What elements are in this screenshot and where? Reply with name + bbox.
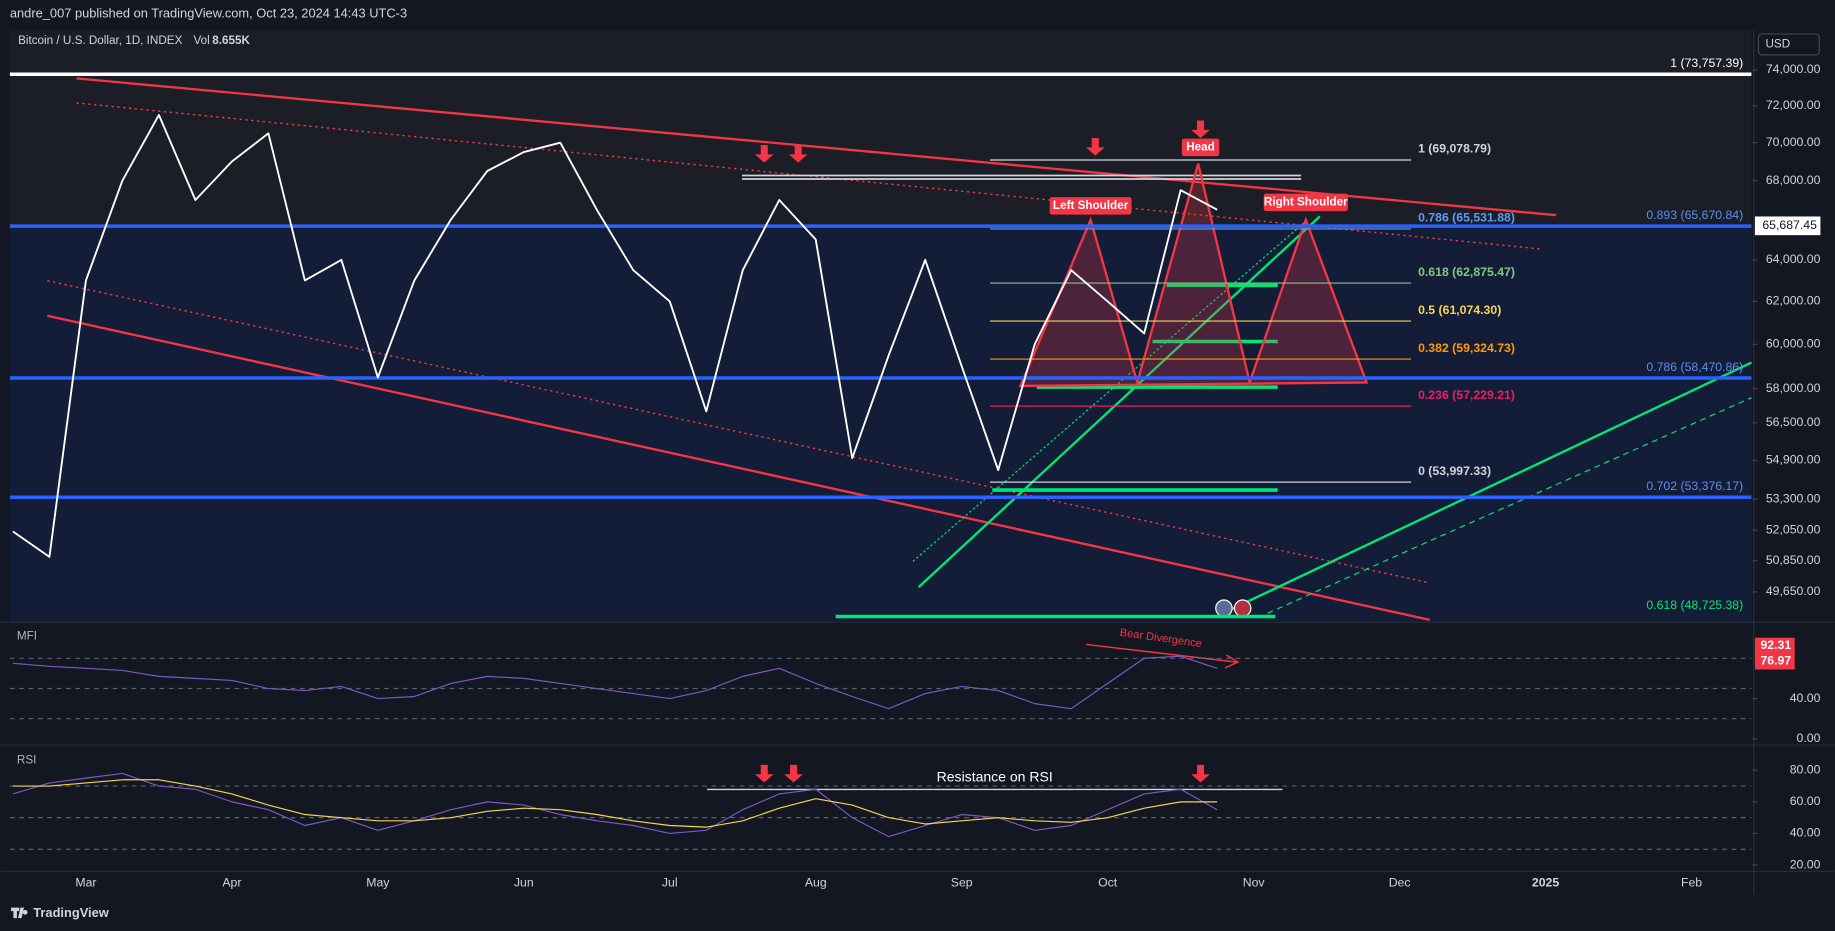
arrow-marker — [1191, 764, 1210, 783]
arrow-marker — [1191, 120, 1210, 139]
x-tick-label: Apr — [222, 875, 241, 889]
price-line — [12, 114, 1218, 558]
footer: TradingView — [11, 905, 110, 920]
y-tick-label: 56,500.00 — [1766, 415, 1821, 429]
last-price-box — [1754, 216, 1821, 236]
trendline — [912, 221, 1306, 562]
x-tick-label: Dec — [1389, 875, 1411, 889]
annotation: Right Shoulder — [1264, 195, 1348, 208]
y-tick-label: 64,000.00 — [1766, 252, 1821, 266]
y-tick-label: 40.00 — [1790, 691, 1821, 705]
value-marker-label: 76.97 — [1760, 654, 1791, 668]
event-icon[interactable] — [1233, 599, 1252, 617]
x-tick-label: Aug — [805, 875, 827, 889]
annotation: Left Shoulder — [1053, 199, 1129, 212]
y-tick-label: 72,000.00 — [1766, 98, 1821, 112]
arrow-marker — [754, 145, 774, 163]
symbol: Bitcoin / U.S. Dollar, 1D, INDEX — [18, 34, 183, 47]
value-marker-label: 92.31 — [1760, 638, 1791, 652]
price-line — [12, 772, 1218, 838]
arrow-marker — [1085, 138, 1105, 156]
y-tick-label: 68,000.00 — [1766, 173, 1821, 187]
fib-label: 0.618 (62,875.47) — [1418, 265, 1515, 279]
x-tick-label: Sep — [951, 875, 973, 889]
trendline — [47, 280, 1428, 584]
pane-title: RSI — [17, 753, 36, 766]
level-label: 0.786 (58,470.86) — [1646, 360, 1743, 374]
divergence-arrowhead — [1224, 654, 1240, 669]
fib-label: 0.786 (65,531.88) — [1418, 211, 1515, 225]
y-tick-label: 58,000.00 — [1766, 381, 1821, 395]
annotation-box — [1263, 193, 1348, 212]
y-tick-label: 50,850.00 — [1766, 553, 1821, 567]
logo — [11, 907, 28, 919]
level-label: 0.618 (48,725.38) — [1646, 598, 1743, 612]
y-tick-label: 70,000.00 — [1766, 135, 1821, 149]
x-tick-label: 2025 — [1532, 875, 1559, 889]
currency-box[interactable] — [1757, 33, 1820, 56]
arrow-marker — [784, 764, 803, 783]
trendline — [1257, 397, 1752, 619]
fib-label: 0 (53,997.33) — [1418, 464, 1491, 478]
annotation-box — [1181, 138, 1220, 157]
level-label: 0.893 (65,670.84) — [1646, 208, 1743, 222]
y-tick-label: 52,050.00 — [1766, 522, 1821, 536]
trendline — [76, 77, 1557, 217]
y-tick-label: 20.00 — [1790, 857, 1821, 871]
brand: TradingView — [33, 905, 110, 920]
currency[interactable]: USD — [1765, 38, 1790, 51]
level-label: 0.702 (53,376.17) — [1646, 479, 1743, 493]
y-tick-label: 53,300.00 — [1766, 491, 1821, 505]
x-tick-label: Oct — [1098, 875, 1118, 889]
trendline — [47, 314, 1431, 622]
y-tick-label: 54,900.00 — [1766, 453, 1821, 467]
fib-label: 0.5 (61,074.30) — [1418, 303, 1501, 317]
annotation: Head — [1186, 140, 1215, 153]
arrow-marker — [754, 764, 774, 783]
fib-label: 1 (69,078.79) — [1418, 142, 1491, 156]
y-tick-label: 49,650.00 — [1766, 584, 1821, 598]
volume-label: Vol — [194, 34, 210, 47]
trendlines — [47, 77, 1752, 791]
y-tick-label: 60.00 — [1790, 794, 1821, 808]
head-shoulders-pattern — [1018, 163, 1369, 388]
pane-title: MFI — [17, 629, 37, 642]
y-tick-label: 60,000.00 — [1766, 337, 1821, 351]
price-line — [12, 779, 1218, 828]
x-tick-label: May — [366, 875, 390, 889]
volume: 8.655K — [212, 34, 250, 47]
y-tick-label: 80.00 — [1790, 762, 1821, 776]
zone-shade — [9, 226, 1752, 622]
annotation-box — [1049, 197, 1132, 215]
y-tick-label: 74,000.00 — [1766, 62, 1821, 76]
fib-label: 0.236 (57,229.21) — [1418, 388, 1515, 402]
x-tick-label: Mar — [75, 875, 96, 889]
arrow-marker — [788, 145, 808, 163]
trendline — [1228, 361, 1752, 612]
value-marker — [1754, 653, 1795, 670]
y-tick-label: 0.00 — [1797, 731, 1821, 745]
x-tick-label: Jun — [514, 875, 534, 889]
y-tick-label: 40.00 — [1790, 826, 1821, 840]
x-tick-label: Feb — [1681, 875, 1702, 889]
x-tick-label: Nov — [1243, 875, 1266, 889]
last-price-label: 65,687.45 — [1762, 218, 1817, 232]
level-label: 1 (73,757.39) — [1670, 56, 1743, 70]
y-tick-label: 62,000.00 — [1766, 294, 1821, 308]
annotation: Resistance on RSI — [937, 768, 1053, 784]
x-tick-label: Jul — [662, 875, 678, 889]
trendline — [917, 215, 1321, 588]
price-line — [12, 655, 1218, 710]
value-marker — [1754, 637, 1795, 655]
publisher: andre_007 published on TradingView.com, … — [10, 5, 407, 20]
divergence-arrow — [1085, 643, 1236, 663]
fib-label: 0.382 (59,324.73) — [1418, 341, 1515, 355]
event-icon[interactable] — [1215, 599, 1233, 617]
